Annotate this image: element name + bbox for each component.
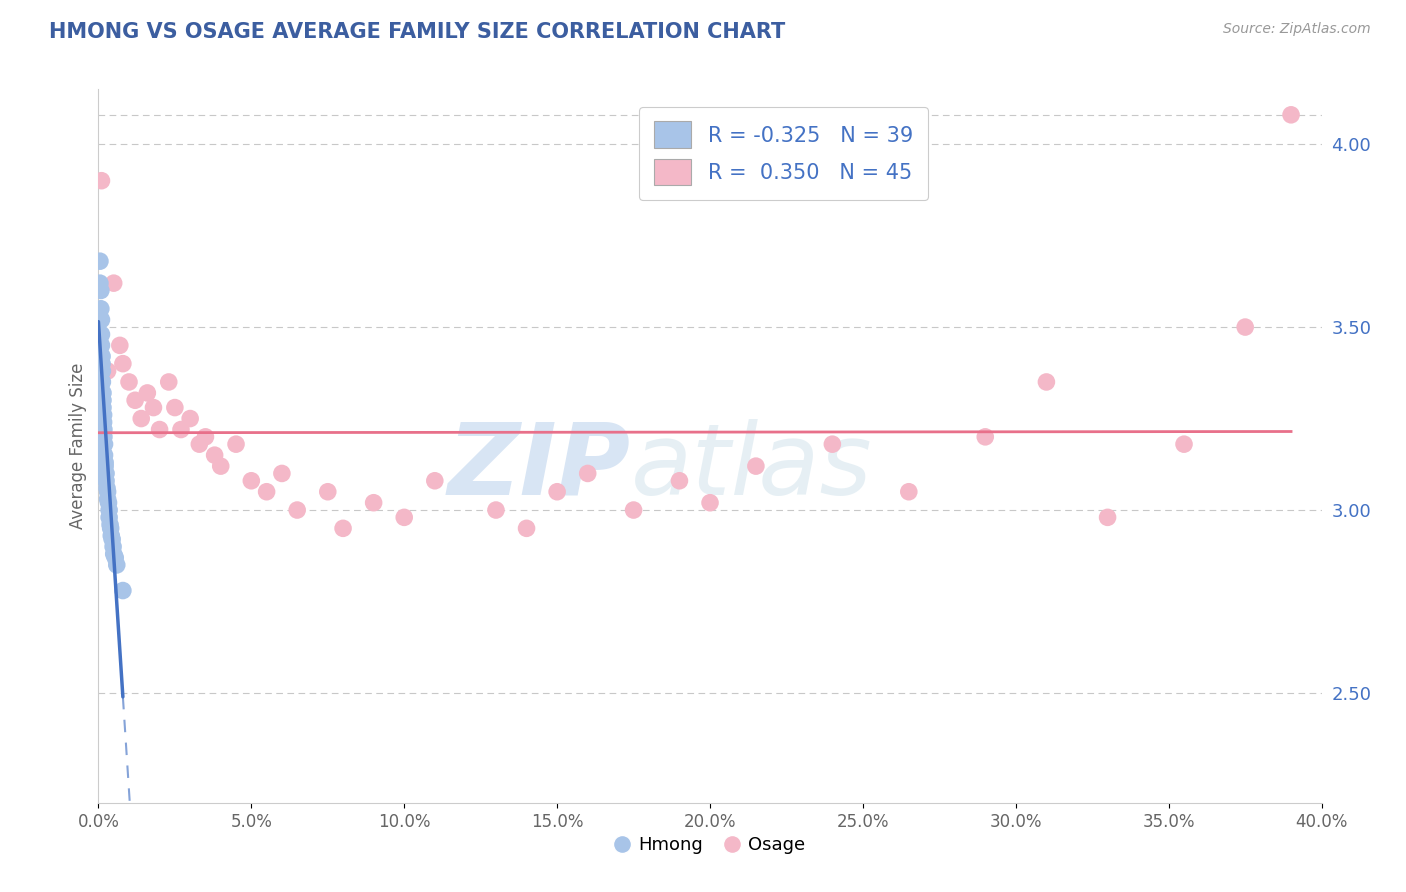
- Point: [90, 312, 112, 326]
- Point: [91, 349, 114, 363]
- Text: Source: ZipAtlas.com: Source: ZipAtlas.com: [1223, 22, 1371, 37]
- Point: [974, 430, 997, 444]
- Point: [97, 491, 120, 506]
- Point: [129, 411, 152, 425]
- Point: [101, 540, 124, 554]
- Point: [111, 357, 134, 371]
- Point: [332, 521, 354, 535]
- Point: [94, 474, 117, 488]
- Point: [98, 517, 121, 532]
- Point: [204, 448, 226, 462]
- Point: [90, 284, 112, 298]
- Point: [270, 467, 292, 481]
- Point: [363, 496, 385, 510]
- Point: [194, 430, 217, 444]
- Point: [821, 437, 844, 451]
- Point: [576, 467, 599, 481]
- Text: HMONG VS OSAGE AVERAGE FAMILY SIZE CORRELATION CHART: HMONG VS OSAGE AVERAGE FAMILY SIZE CORRE…: [49, 22, 786, 42]
- Point: [668, 474, 690, 488]
- Point: [90, 338, 112, 352]
- Point: [97, 496, 120, 510]
- Point: [91, 364, 114, 378]
- Point: [745, 459, 768, 474]
- Point: [103, 276, 125, 290]
- Point: [623, 503, 645, 517]
- Point: [516, 521, 538, 535]
- Point: [90, 301, 112, 316]
- Point: [93, 448, 115, 462]
- Point: [188, 437, 211, 451]
- Point: [93, 423, 115, 437]
- Point: [1279, 108, 1302, 122]
- Point: [105, 558, 128, 572]
- Point: [285, 503, 308, 517]
- Point: [89, 276, 111, 290]
- Point: [97, 364, 120, 378]
- Point: [100, 529, 122, 543]
- Text: atlas: atlas: [630, 419, 872, 516]
- Point: [96, 481, 118, 495]
- Point: [111, 583, 134, 598]
- Point: [94, 459, 117, 474]
- Point: [897, 484, 920, 499]
- Point: [163, 401, 186, 415]
- Point: [546, 484, 568, 499]
- Point: [1097, 510, 1119, 524]
- Point: [93, 437, 115, 451]
- Point: [179, 411, 201, 425]
- Point: [209, 459, 232, 474]
- Point: [91, 393, 114, 408]
- Text: ZIP: ZIP: [447, 419, 630, 516]
- Point: [170, 423, 193, 437]
- Point: [699, 496, 721, 510]
- Point: [1035, 375, 1057, 389]
- Point: [90, 174, 112, 188]
- Point: [1173, 437, 1195, 451]
- Y-axis label: Average Family Size: Average Family Size: [69, 363, 87, 529]
- Point: [91, 386, 114, 401]
- Point: [101, 533, 124, 547]
- Point: [136, 386, 159, 401]
- Point: [157, 375, 180, 389]
- Point: [93, 430, 115, 444]
- Point: [97, 484, 120, 499]
- Point: [1234, 320, 1257, 334]
- Point: [93, 415, 115, 429]
- Point: [225, 437, 247, 451]
- Point: [142, 401, 165, 415]
- Point: [91, 357, 114, 371]
- Point: [240, 474, 263, 488]
- Point: [108, 338, 131, 352]
- Legend: Hmong, Osage: Hmong, Osage: [607, 830, 813, 862]
- Point: [100, 521, 122, 535]
- Point: [93, 408, 115, 422]
- Point: [485, 503, 508, 517]
- Point: [103, 547, 125, 561]
- Point: [392, 510, 416, 524]
- Point: [118, 375, 141, 389]
- Point: [149, 423, 172, 437]
- Point: [124, 393, 146, 408]
- Point: [91, 401, 114, 415]
- Point: [90, 327, 112, 342]
- Point: [91, 375, 114, 389]
- Point: [89, 254, 111, 268]
- Point: [256, 484, 278, 499]
- Point: [98, 510, 121, 524]
- Point: [316, 484, 339, 499]
- Point: [94, 455, 117, 469]
- Point: [104, 550, 127, 565]
- Point: [98, 503, 121, 517]
- Point: [94, 467, 117, 481]
- Point: [423, 474, 446, 488]
